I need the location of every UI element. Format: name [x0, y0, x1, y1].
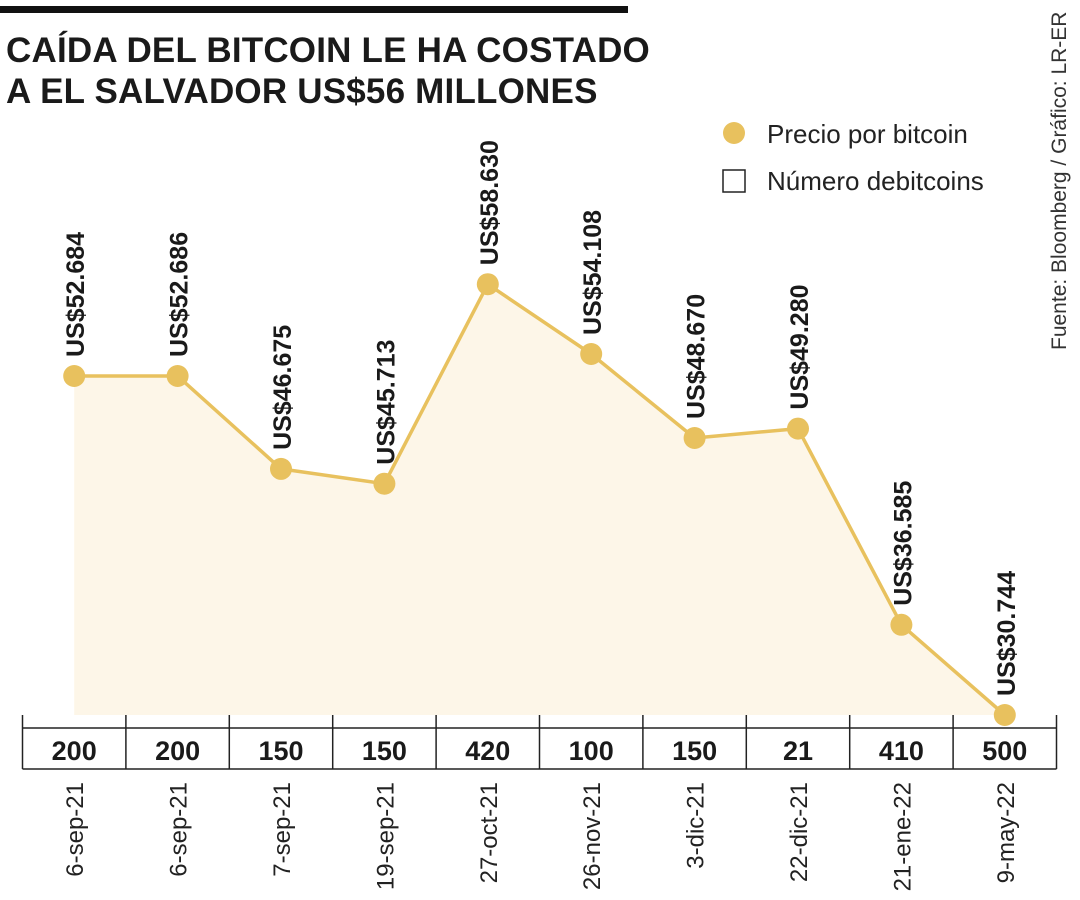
count-cell-label: 150 — [672, 736, 717, 766]
price-data-label: US$46.675 — [269, 325, 297, 450]
price-point — [63, 365, 86, 387]
price-data-label: US$52.686 — [166, 232, 194, 357]
count-cell-label: 150 — [362, 736, 407, 766]
data-label-layer: US$52.684 US$52.686 US$46.675 US$45.713 US$5… — [62, 140, 1021, 696]
count-cell-label: 200 — [155, 736, 200, 766]
price-data-label: US$54.108 — [579, 210, 607, 335]
x-tick-label: 19-sep-21 — [372, 782, 399, 890]
count-cell-label: 100 — [569, 736, 614, 766]
x-tick-label: 7-sep-21 — [269, 782, 296, 877]
area-layer — [74, 284, 1005, 715]
price-point — [683, 427, 706, 449]
count-table: 200 200 150 150 420 100 150 21 410 500 — [21, 715, 1058, 770]
price-point — [373, 472, 396, 495]
count-cell-label: 420 — [465, 736, 510, 766]
count-cell-label: 21 — [783, 736, 813, 766]
price-data-label: US$36.585 — [889, 481, 917, 606]
x-tick-label: 22-dic-21 — [786, 782, 813, 882]
price-point — [993, 704, 1016, 726]
legend: Precio por bitcoin Número debitcoins — [722, 119, 984, 196]
price-point — [890, 613, 913, 636]
legend-price-label: Precio por bitcoin — [767, 119, 968, 149]
legend-count-label: Número debitcoins — [767, 166, 984, 196]
price-data-label: US$58.630 — [476, 140, 504, 265]
chart-title: CAÍDA DEL BITCOIN LE HA COSTADO A EL SAL… — [6, 31, 650, 111]
price-data-label: US$49.280 — [786, 284, 814, 409]
price-data-label: US$48.670 — [683, 294, 711, 419]
x-tick-label: 6-sep-21 — [166, 782, 193, 877]
x-tick-label: 26-nov-21 — [579, 782, 606, 890]
price-data-label: US$30.744 — [993, 571, 1021, 696]
price-point — [166, 365, 189, 387]
price-point — [787, 417, 809, 440]
price-point — [580, 343, 603, 365]
price-data-label: US$52.684 — [62, 232, 90, 357]
price-point — [270, 457, 292, 480]
x-tick-label: 9-may-22 — [993, 782, 1020, 883]
price-point — [476, 273, 499, 296]
x-tick-label: 3-dic-21 — [683, 782, 710, 869]
marker-layer — [63, 273, 1016, 726]
price-line — [74, 282, 1006, 717]
count-cell-label: 150 — [258, 736, 303, 766]
price-area — [74, 284, 1005, 715]
count-cell-label: 200 — [52, 736, 97, 766]
top-rule — [0, 6, 628, 13]
count-cell-label: 410 — [879, 736, 924, 766]
x-tick-label: 21-ene-22 — [889, 782, 916, 891]
x-tick-label: 27-oct-21 — [476, 782, 503, 883]
legend-count-marker — [722, 169, 746, 193]
price-data-label: US$45.713 — [372, 340, 400, 465]
legend-price-marker — [723, 122, 745, 144]
x-tick-label: 6-sep-21 — [62, 782, 89, 877]
x-tick-layer: 6-sep-21 6-sep-21 7-sep-21 19-sep-21 27-oct-… — [62, 782, 1020, 891]
count-cell-label: 500 — [982, 736, 1027, 766]
line-layer — [74, 282, 1006, 717]
